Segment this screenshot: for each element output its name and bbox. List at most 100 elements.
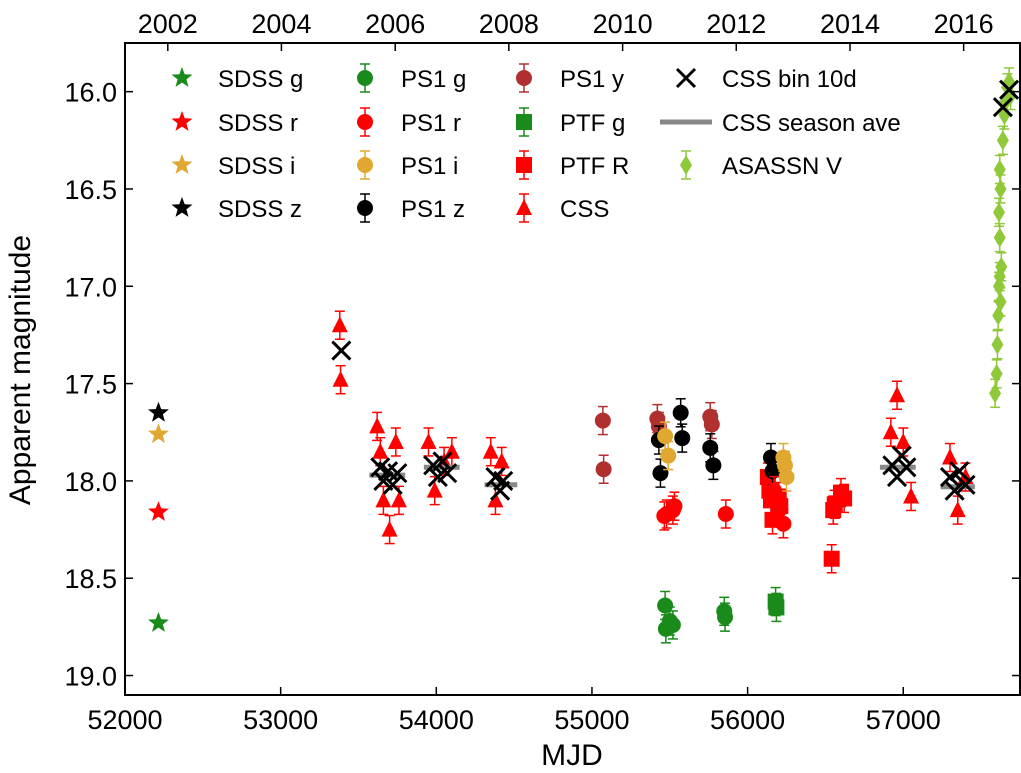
x-tick-label: 52000 (87, 705, 162, 735)
top-tick-label: 2002 (138, 9, 198, 39)
triangle-marker (420, 432, 437, 449)
legend-swatch (516, 193, 532, 223)
circle-marker (516, 70, 532, 86)
top-tick-label: 2012 (706, 9, 766, 39)
circle-marker (595, 461, 612, 478)
x-marker-stroke-b (373, 470, 394, 491)
x-marker-stroke-b (387, 463, 408, 484)
triangle-marker (332, 370, 349, 387)
data-point (994, 287, 1007, 317)
data-point (889, 380, 906, 411)
legend-label: ASASSN V (722, 153, 842, 180)
legend-swatch (516, 150, 532, 180)
legend-label: PS1 z (401, 196, 465, 223)
data-point (387, 463, 408, 484)
circle-marker (357, 157, 373, 173)
x-marker-stroke-b (331, 340, 352, 361)
data-point (949, 461, 970, 482)
x-marker-stroke-b (992, 97, 1013, 118)
legend-entry: PS1 y (516, 63, 624, 93)
legend-entry: PS1 g (357, 63, 466, 93)
diamond-marker (995, 256, 1008, 277)
top-tick-label: 2006 (365, 9, 425, 39)
data-point (432, 451, 453, 472)
legend-swatch (357, 63, 373, 93)
top-tick-label: 2008 (479, 9, 539, 39)
square-marker (516, 157, 532, 173)
circle-marker (357, 114, 373, 130)
square-marker (836, 490, 853, 507)
series-sdss-g (148, 612, 169, 632)
square-marker (823, 550, 840, 567)
y-tick-label: 17.0 (64, 272, 117, 302)
triangle-marker (941, 448, 958, 465)
circle-marker (778, 469, 795, 486)
circle-marker (666, 498, 683, 515)
data-point (717, 602, 734, 632)
data-point (674, 423, 691, 453)
circle-marker (657, 428, 674, 445)
diamond-marker (994, 291, 1007, 312)
triangle-marker (889, 386, 906, 403)
triangle-marker (375, 491, 392, 508)
triangle-marker (372, 442, 389, 459)
data-point (993, 222, 1006, 253)
top-tick-label: 2010 (593, 9, 653, 39)
triangle-marker (331, 316, 348, 333)
data-point (594, 405, 611, 436)
legend-swatch (171, 154, 193, 174)
star-marker (148, 401, 169, 422)
data-point (941, 442, 958, 473)
triangle-marker (895, 432, 912, 449)
triangle-marker (426, 481, 443, 498)
legend-entry: CSS (516, 193, 609, 223)
legend-swatch (357, 107, 373, 137)
data-point (331, 340, 352, 361)
data-point (995, 252, 1008, 282)
diamond-marker (991, 334, 1004, 355)
triangle-marker (516, 199, 532, 215)
y-tick-label: 16.0 (64, 78, 117, 108)
x-marker-stroke-b (675, 67, 697, 89)
legend-entry: ASASSN V (680, 150, 842, 180)
data-point (372, 436, 389, 467)
top-tick-label: 2016 (934, 9, 994, 39)
x-marker-stroke-b (944, 480, 965, 501)
circle-marker (357, 70, 373, 86)
x-marker-stroke-b (485, 466, 506, 488)
legend-entry: SDSS z (171, 196, 302, 223)
data-point (387, 427, 404, 457)
x-marker-stroke-b (896, 457, 917, 478)
data-point (990, 359, 1003, 389)
x-marker-stroke-b (999, 79, 1020, 100)
data-point (672, 398, 689, 428)
data-point (666, 491, 683, 521)
data-point (944, 480, 965, 501)
data-point (993, 154, 1006, 185)
data-point (778, 462, 795, 492)
data-point (148, 612, 169, 632)
x-marker-stroke-b (891, 445, 912, 466)
legend-label: PTF R (560, 153, 629, 180)
plot-frame (124, 42, 1021, 696)
diamond-marker (680, 155, 692, 175)
data-point (939, 466, 961, 488)
y-tick-label: 18.0 (64, 467, 117, 497)
data-point (381, 514, 398, 545)
circle-marker (776, 457, 793, 474)
axes-layer: 52000 53000 54000 55000 56000 57000 16.0 16.5 17… (64, 9, 1020, 735)
x-tick-label: 53000 (243, 705, 318, 735)
data-point (148, 501, 169, 521)
triangle-marker (482, 442, 499, 459)
x-tick-label: 54000 (399, 705, 474, 735)
series-ps1-i (657, 421, 795, 492)
legend-swatch (171, 67, 193, 87)
series-sdss-i (148, 423, 169, 444)
circle-marker (703, 416, 720, 433)
data-point (482, 436, 499, 467)
circle-marker (717, 609, 734, 626)
circle-marker (672, 404, 689, 421)
legend: SDSS g SDSS r SDSS i SDSS z PS1 g PS1 r PS1 i P… (171, 63, 901, 223)
circle-marker (766, 482, 783, 499)
